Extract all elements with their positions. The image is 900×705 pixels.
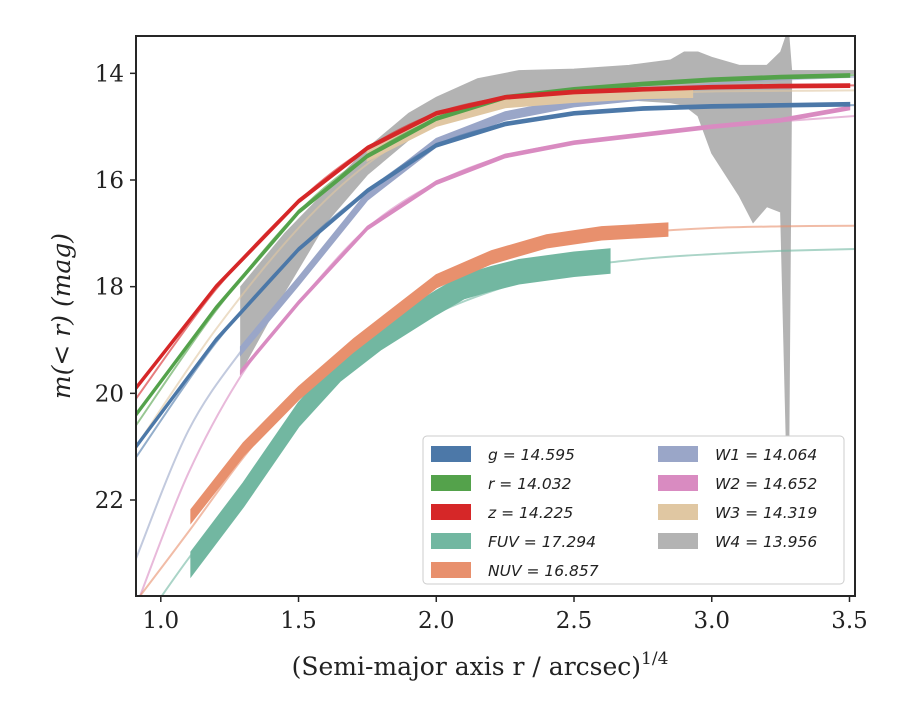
legend-item-w4: W4 = 13.956 (658, 533, 817, 551)
legend-label: z = 14.225 (487, 504, 573, 522)
legend-label: FUV = 17.294 (488, 533, 596, 551)
y-tick-label: 16 (95, 168, 124, 194)
legend-item-fuv: FUV = 17.294 (431, 533, 596, 551)
x-tick-label: 3.0 (693, 608, 730, 634)
legend-swatch (431, 533, 471, 549)
y-tick-label: 20 (95, 381, 124, 407)
y-axis-label: m(< r) (mag) (47, 233, 76, 399)
legend-swatch (658, 533, 698, 549)
legend-label: W4 = 13.956 (715, 533, 817, 551)
x-tick-label: 2.0 (418, 608, 455, 634)
legend-item-w3: W3 = 14.319 (658, 504, 817, 522)
legend-label: W3 = 14.319 (715, 504, 817, 522)
legend-label: W1 = 14.064 (715, 446, 817, 464)
legend-swatch (658, 446, 698, 462)
x-tick-label: 1.5 (280, 608, 317, 634)
legend: g = 14.595 r = 14.032 z = 14.225 FUV = 17.2… (423, 436, 844, 584)
x-axis-label: (Semi-major axis r / arcsec)1/4 (292, 649, 669, 681)
legend-item-r: r = 14.032 (431, 475, 571, 493)
legend-label: W2 = 14.652 (715, 475, 817, 493)
legend-swatch (431, 504, 471, 520)
legend-item-w1: W1 = 14.064 (658, 446, 817, 464)
x-tick-label: 3.5 (831, 608, 868, 634)
y-tick-label: 14 (95, 61, 124, 87)
legend-item-g: g = 14.595 (431, 446, 575, 464)
legend-swatch (658, 475, 698, 491)
x-tick-label: 2.5 (556, 608, 593, 634)
legend-label: g = 14.595 (488, 446, 575, 464)
legend-item-z: z = 14.225 (431, 504, 573, 522)
y-tick-label: 22 (95, 488, 124, 514)
y-tick-label: 18 (95, 275, 124, 301)
legend-swatch (431, 475, 471, 491)
legend-swatch (658, 504, 698, 520)
x-tick-label: 1.0 (143, 608, 180, 634)
legend-swatch (431, 562, 471, 578)
legend-label: NUV = 16.857 (488, 562, 599, 580)
legend-item-w2: W2 = 14.652 (658, 475, 817, 493)
legend-label: r = 14.032 (488, 475, 571, 493)
legend-swatch (431, 446, 471, 462)
legend-item-nuv: NUV = 16.857 (431, 562, 599, 580)
